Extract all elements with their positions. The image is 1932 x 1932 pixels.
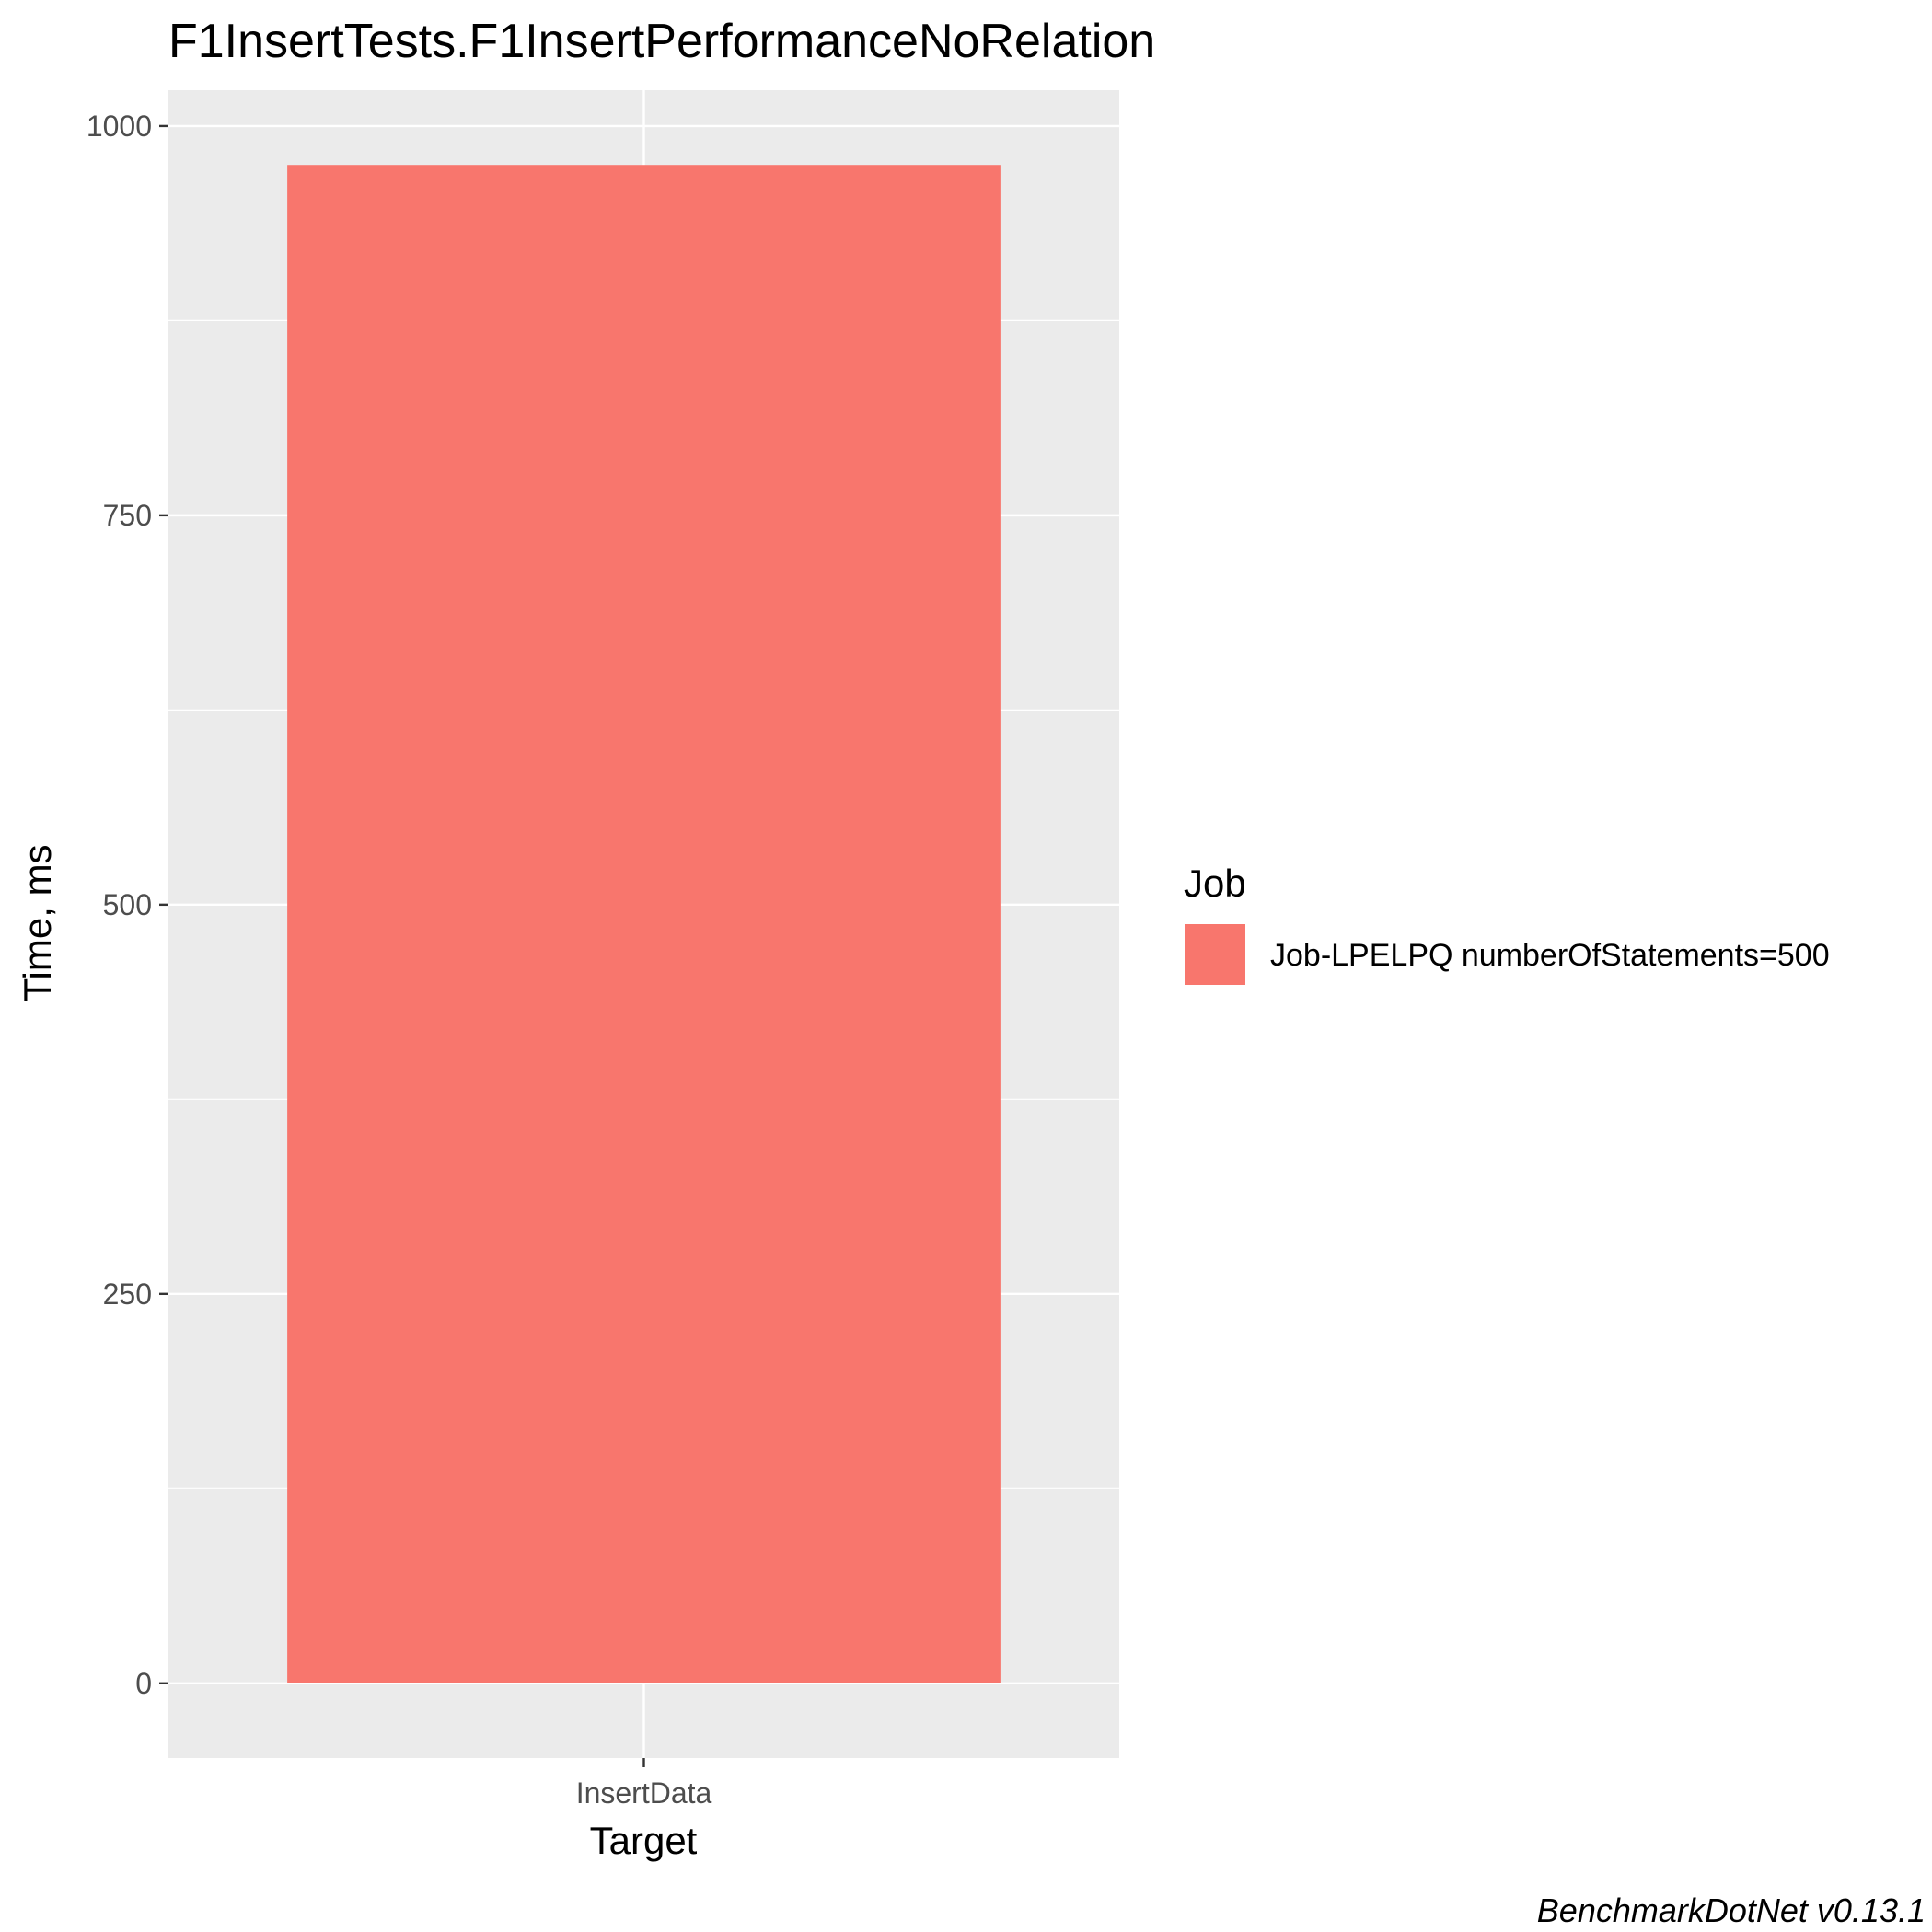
legend-key <box>1183 922 1247 987</box>
y-axis-title: Time, ms <box>16 844 59 1001</box>
legend-label: Job-LPELPQ numberOfStatements=500 <box>1270 938 1830 973</box>
y-axis: 0 250 500 750 1000 <box>87 110 168 1700</box>
legend-title: Job <box>1184 862 1246 905</box>
y-tick-label: 750 <box>103 499 152 532</box>
legend: Job Job-LPELPQ numberOfStatements=500 <box>1183 862 1830 987</box>
y-tick-label: 0 <box>135 1667 152 1700</box>
x-axis-title: Target <box>590 1819 698 1862</box>
bar <box>287 165 1001 1683</box>
x-tick-label: InsertData <box>576 1776 712 1810</box>
chart-title: F1InsertTests.F1InsertPerformanceNoRelat… <box>168 15 1155 68</box>
bars <box>287 165 1001 1683</box>
caption: BenchmarkDotNet v0.13.1 <box>1537 1892 1926 1929</box>
x-axis: InsertData <box>576 1758 712 1810</box>
y-tick-label: 1000 <box>87 110 152 143</box>
y-tick-label: 500 <box>103 888 152 921</box>
y-tick-label: 250 <box>103 1278 152 1311</box>
